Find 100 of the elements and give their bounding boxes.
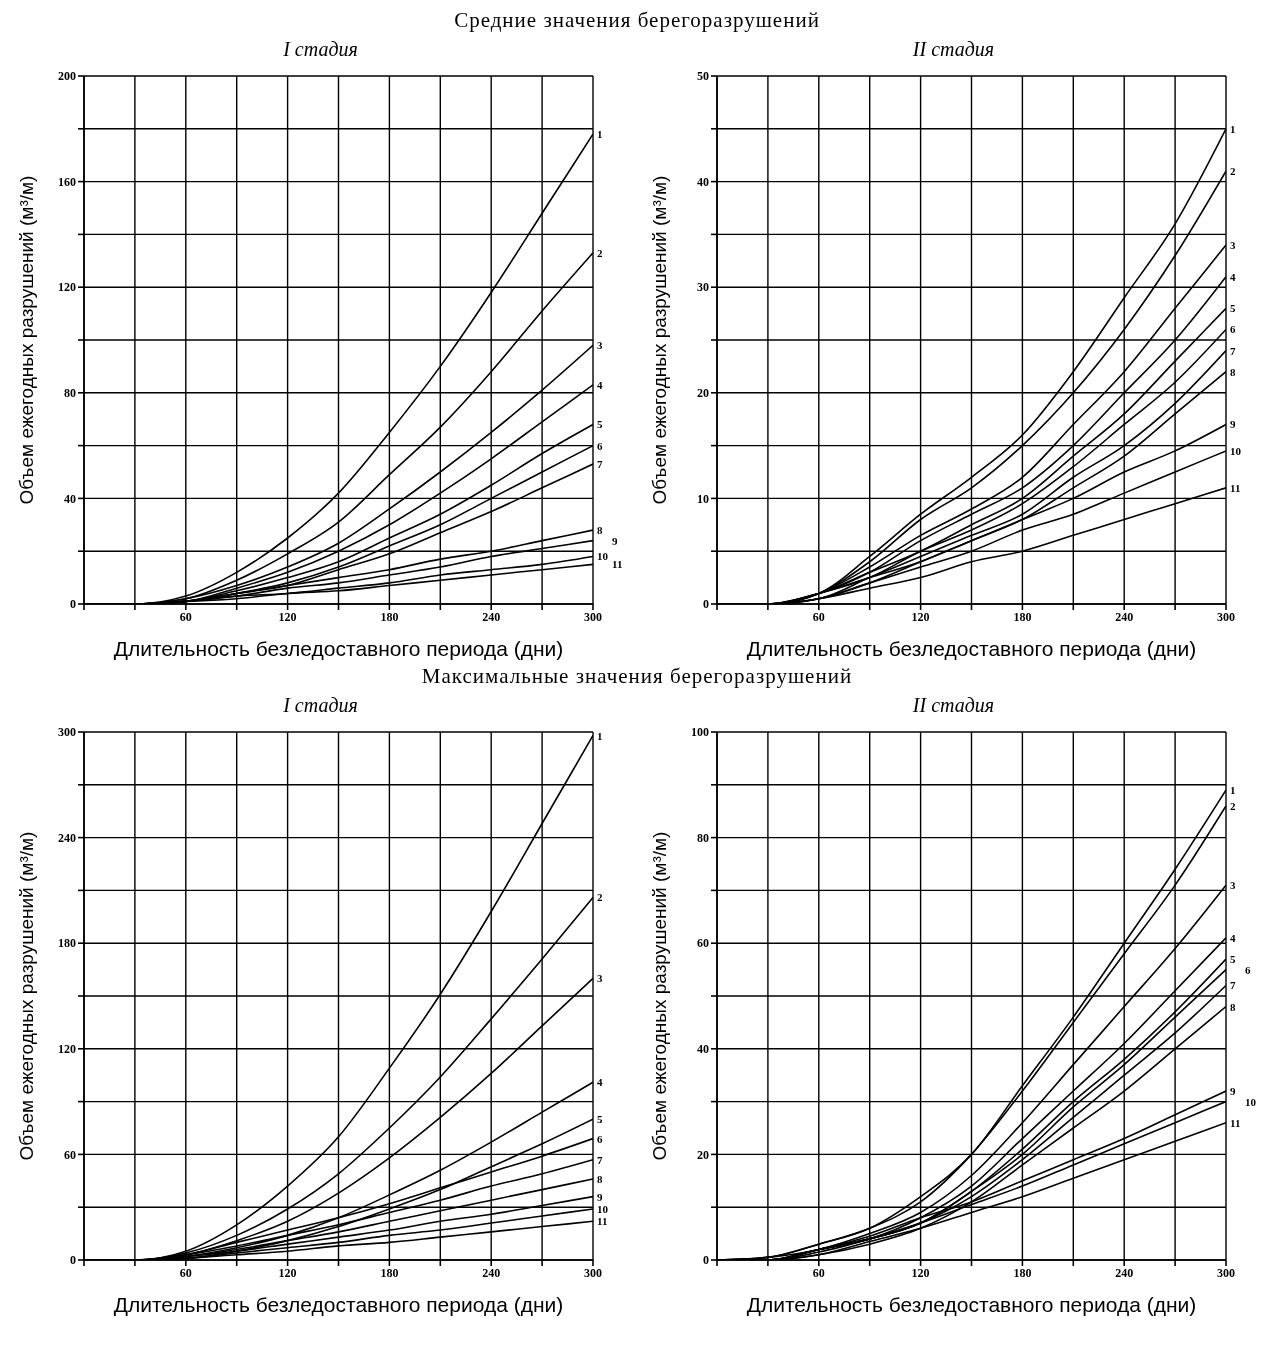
series-label: 5 — [597, 1113, 603, 1126]
x-tick-label: 300 — [1217, 1265, 1235, 1280]
y-tick-label: 100 — [691, 725, 709, 740]
y-tick-label: 180 — [58, 936, 76, 951]
series-label: 7 — [597, 1153, 603, 1166]
series-label: 10 — [1245, 1095, 1257, 1108]
y-tick-label: 240 — [58, 830, 76, 845]
chart-title: II стадия — [911, 694, 996, 718]
x-tick-label: 300 — [1217, 609, 1235, 624]
y-tick-label: 0 — [70, 597, 76, 612]
series-label: 1 — [1230, 122, 1236, 135]
series-label: 6 — [1230, 323, 1236, 336]
x-tick-label: 120 — [911, 1265, 930, 1280]
y-axis-title: Объем ежегодных разрушений (м³/м) — [648, 831, 670, 1161]
series-label: 10 — [1230, 444, 1242, 457]
series-label: 4 — [597, 1076, 603, 1089]
series-label: 5 — [1230, 953, 1236, 966]
y-tick-label: 300 — [58, 725, 76, 740]
series-label: 2 — [1230, 799, 1236, 812]
series-label: 2 — [597, 891, 603, 904]
text: Средние значения берегоразрушений — [454, 8, 820, 32]
x-tick-label: 180 — [380, 1265, 399, 1280]
series-label: 9 — [612, 534, 618, 547]
y-tick-label: 60 — [697, 936, 709, 951]
series-label: 6 — [597, 1132, 603, 1145]
series-label: 9 — [1230, 418, 1236, 431]
series-label: 1 — [597, 128, 603, 141]
series-label: 11 — [612, 558, 623, 571]
series-label: 10 — [597, 1202, 609, 1215]
x-tick-label: 180 — [1013, 1265, 1032, 1280]
y-tick-label: 0 — [703, 597, 709, 612]
series-label: 11 — [1230, 1116, 1241, 1129]
series-label: 7 — [1230, 979, 1236, 992]
x-axis-title: Длительность безледоставного периода (дни) — [113, 637, 564, 660]
series-label: 3 — [1230, 879, 1236, 892]
y-tick-label: 0 — [70, 1253, 76, 1268]
series-label: 11 — [1230, 481, 1241, 494]
x-tick-label: 240 — [1115, 1265, 1134, 1280]
x-axis-title: Длительность безледоставного периода (дни) — [113, 1293, 564, 1316]
series-label: 5 — [1230, 302, 1236, 315]
series-label: 6 — [1245, 963, 1251, 976]
y-tick-label: 10 — [697, 491, 709, 506]
y-tick-label: 20 — [697, 1147, 709, 1162]
x-tick-label: 120 — [278, 609, 297, 624]
x-tick-label: 180 — [1013, 609, 1032, 624]
chart-title: I стадия — [282, 38, 359, 62]
series-label: 11 — [597, 1215, 608, 1228]
x-tick-label: 300 — [584, 1265, 602, 1280]
series-label: 2 — [1230, 165, 1236, 178]
x-tick-label: 60 — [812, 1265, 825, 1280]
text: Максимальные значения берегоразрушений — [421, 664, 853, 688]
series-label: 4 — [597, 378, 603, 391]
y-axis-title: Объем ежегодных разрушений (м³/м) — [15, 175, 37, 505]
x-tick-label: 60 — [179, 609, 192, 624]
series-label: 8 — [597, 1173, 603, 1186]
y-tick-label: 40 — [697, 1042, 709, 1057]
series-label: 8 — [1230, 1000, 1236, 1013]
series-label: 1 — [597, 729, 603, 742]
x-tick-label: 120 — [278, 1265, 297, 1280]
x-tick-label: 60 — [812, 609, 825, 624]
chart-title: II стадия — [911, 38, 996, 62]
y-tick-label: 40 — [64, 491, 76, 506]
x-tick-label: 120 — [911, 609, 930, 624]
series-label: 4 — [1230, 270, 1236, 283]
series-label: 1 — [1230, 784, 1236, 797]
y-tick-label: 80 — [64, 386, 76, 401]
series-label: 7 — [1230, 344, 1236, 357]
y-tick-label: 50 — [697, 69, 709, 84]
y-tick-label: 80 — [697, 830, 709, 845]
series-label: 9 — [1230, 1085, 1236, 1098]
x-tick-label: 240 — [482, 1265, 501, 1280]
chart-title: I стадия — [282, 694, 359, 718]
series-label: 5 — [597, 418, 603, 431]
y-axis-title: Объем ежегодных разрушений (м³/м) — [15, 831, 37, 1161]
y-tick-label: 160 — [58, 174, 76, 189]
x-tick-label: 240 — [1115, 609, 1134, 624]
series-label: 3 — [1230, 238, 1236, 251]
series-label: 10 — [597, 550, 609, 563]
x-tick-label: 300 — [584, 609, 602, 624]
series-label: 6 — [597, 439, 603, 452]
x-tick-label: 240 — [482, 609, 501, 624]
series-label: 4 — [1230, 931, 1236, 944]
x-tick-label: 60 — [179, 1265, 192, 1280]
series-label: 8 — [1230, 365, 1236, 378]
series-label: 7 — [597, 458, 603, 471]
series-label: 3 — [597, 972, 603, 985]
series-label: 2 — [597, 246, 603, 259]
x-axis-title: Длительность безледоставного периода (дни) — [746, 1293, 1197, 1316]
y-tick-label: 60 — [64, 1147, 76, 1162]
y-tick-label: 20 — [697, 386, 709, 401]
x-axis-title: Длительность безледоставного периода (дни) — [746, 637, 1197, 660]
series-label: 3 — [597, 339, 603, 352]
series-label: 9 — [597, 1190, 603, 1203]
x-tick-label: 180 — [380, 609, 399, 624]
y-tick-label: 200 — [58, 69, 76, 84]
y-tick-label: 40 — [697, 174, 709, 189]
series-label: 8 — [597, 524, 603, 537]
y-tick-label: 0 — [703, 1253, 709, 1268]
y-tick-label: 120 — [58, 280, 76, 295]
y-tick-label: 120 — [58, 1042, 76, 1057]
